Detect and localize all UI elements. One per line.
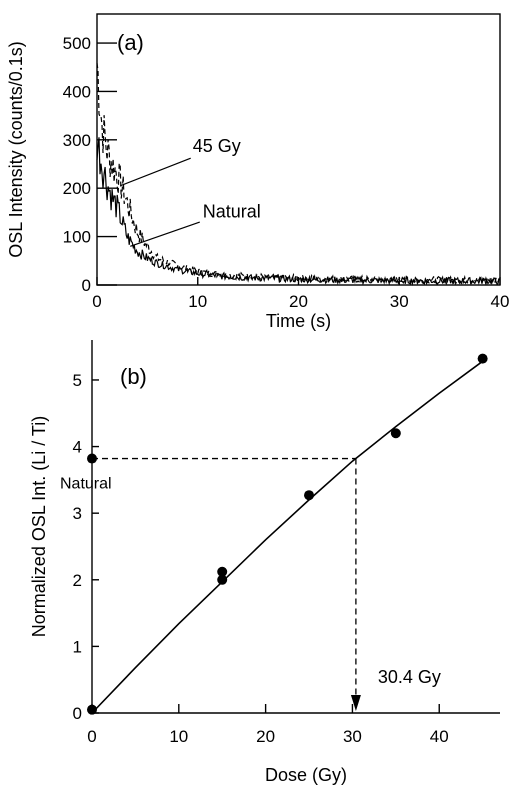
annotation-leader-natural [130, 221, 200, 247]
data-point [390, 428, 401, 439]
panel-b-axes [91, 340, 500, 714]
panel-b-y-ticks: 0 1 2 3 4 5 [73, 371, 99, 723]
series-natural-line [96, 137, 500, 287]
y-tick-label: 0 [82, 276, 91, 295]
x-tick-label: 20 [289, 292, 308, 311]
dose-arrowhead [350, 695, 361, 711]
x-tick-label: 10 [169, 727, 188, 746]
y-tick-label: 100 [63, 228, 91, 247]
x-tick-label: 20 [256, 727, 275, 746]
y-tick-label: 300 [63, 131, 91, 150]
data-point [217, 574, 228, 585]
annotation-natural: Natural [203, 201, 261, 221]
y-tick-label: 4 [73, 438, 82, 457]
panel-a-y-ticks: 0 100 200 300 400 500 [63, 34, 117, 295]
x-tick-label: 40 [430, 727, 449, 746]
panel-a-y-axis-label: OSL Intensity (counts/0.1s) [6, 41, 26, 257]
panel-a-annotations: 45 Gy Natural [119, 136, 261, 247]
data-point [217, 566, 228, 577]
result-dose-label: 30.4 Gy [378, 667, 441, 687]
panel-b-y-axis-label: Normalized OSL Int. (Li / Ti) [29, 416, 49, 637]
panel-b: 0 1 2 3 4 5 0 10 20 30 40 (b) Natural 30.4 Gy Dos… [29, 340, 500, 785]
panel-b-fit-curve [91, 360, 484, 714]
panel-a-x-ticks: 0 10 20 30 40 [92, 277, 509, 311]
x-tick-label: 0 [87, 727, 96, 746]
y-tick-label: 500 [63, 34, 91, 53]
series-45gy-line [96, 63, 500, 286]
x-tick-label: 30 [390, 292, 409, 311]
x-tick-label: 10 [188, 292, 207, 311]
data-point [304, 490, 315, 501]
panel-a-frame [96, 13, 501, 286]
x-tick-label: 0 [92, 292, 101, 311]
panel-a-x-axis-label: Time (s) [266, 311, 331, 331]
natural-marker [87, 453, 97, 464]
y-tick-label: 200 [63, 179, 91, 198]
natural-label: Natural [60, 476, 112, 493]
y-tick-label: 0 [73, 704, 82, 723]
panel-a-label: (a) [117, 30, 144, 55]
data-point [477, 353, 488, 364]
x-tick-label: 40 [491, 292, 510, 311]
panel-b-label: (b) [120, 364, 147, 389]
annotation-45gy: 45 Gy [193, 136, 241, 156]
data-point [87, 704, 97, 715]
annotation-leader-45gy [119, 157, 191, 187]
panel-b-data-points [87, 353, 488, 715]
y-tick-label: 400 [63, 82, 91, 101]
fit-curve [91, 360, 484, 714]
panel-b-x-ticks: 0 10 20 30 40 [87, 704, 449, 746]
x-tick-label: 30 [343, 727, 362, 746]
panel-b-x-axis-label: Dose (Gy) [265, 765, 347, 785]
y-tick-label: 1 [73, 637, 82, 656]
y-tick-label: 2 [73, 571, 82, 590]
panel-b-guide-lines [92, 457, 361, 711]
y-tick-label: 3 [73, 504, 82, 523]
panel-a-series [96, 63, 500, 287]
y-tick-label: 5 [73, 371, 82, 390]
